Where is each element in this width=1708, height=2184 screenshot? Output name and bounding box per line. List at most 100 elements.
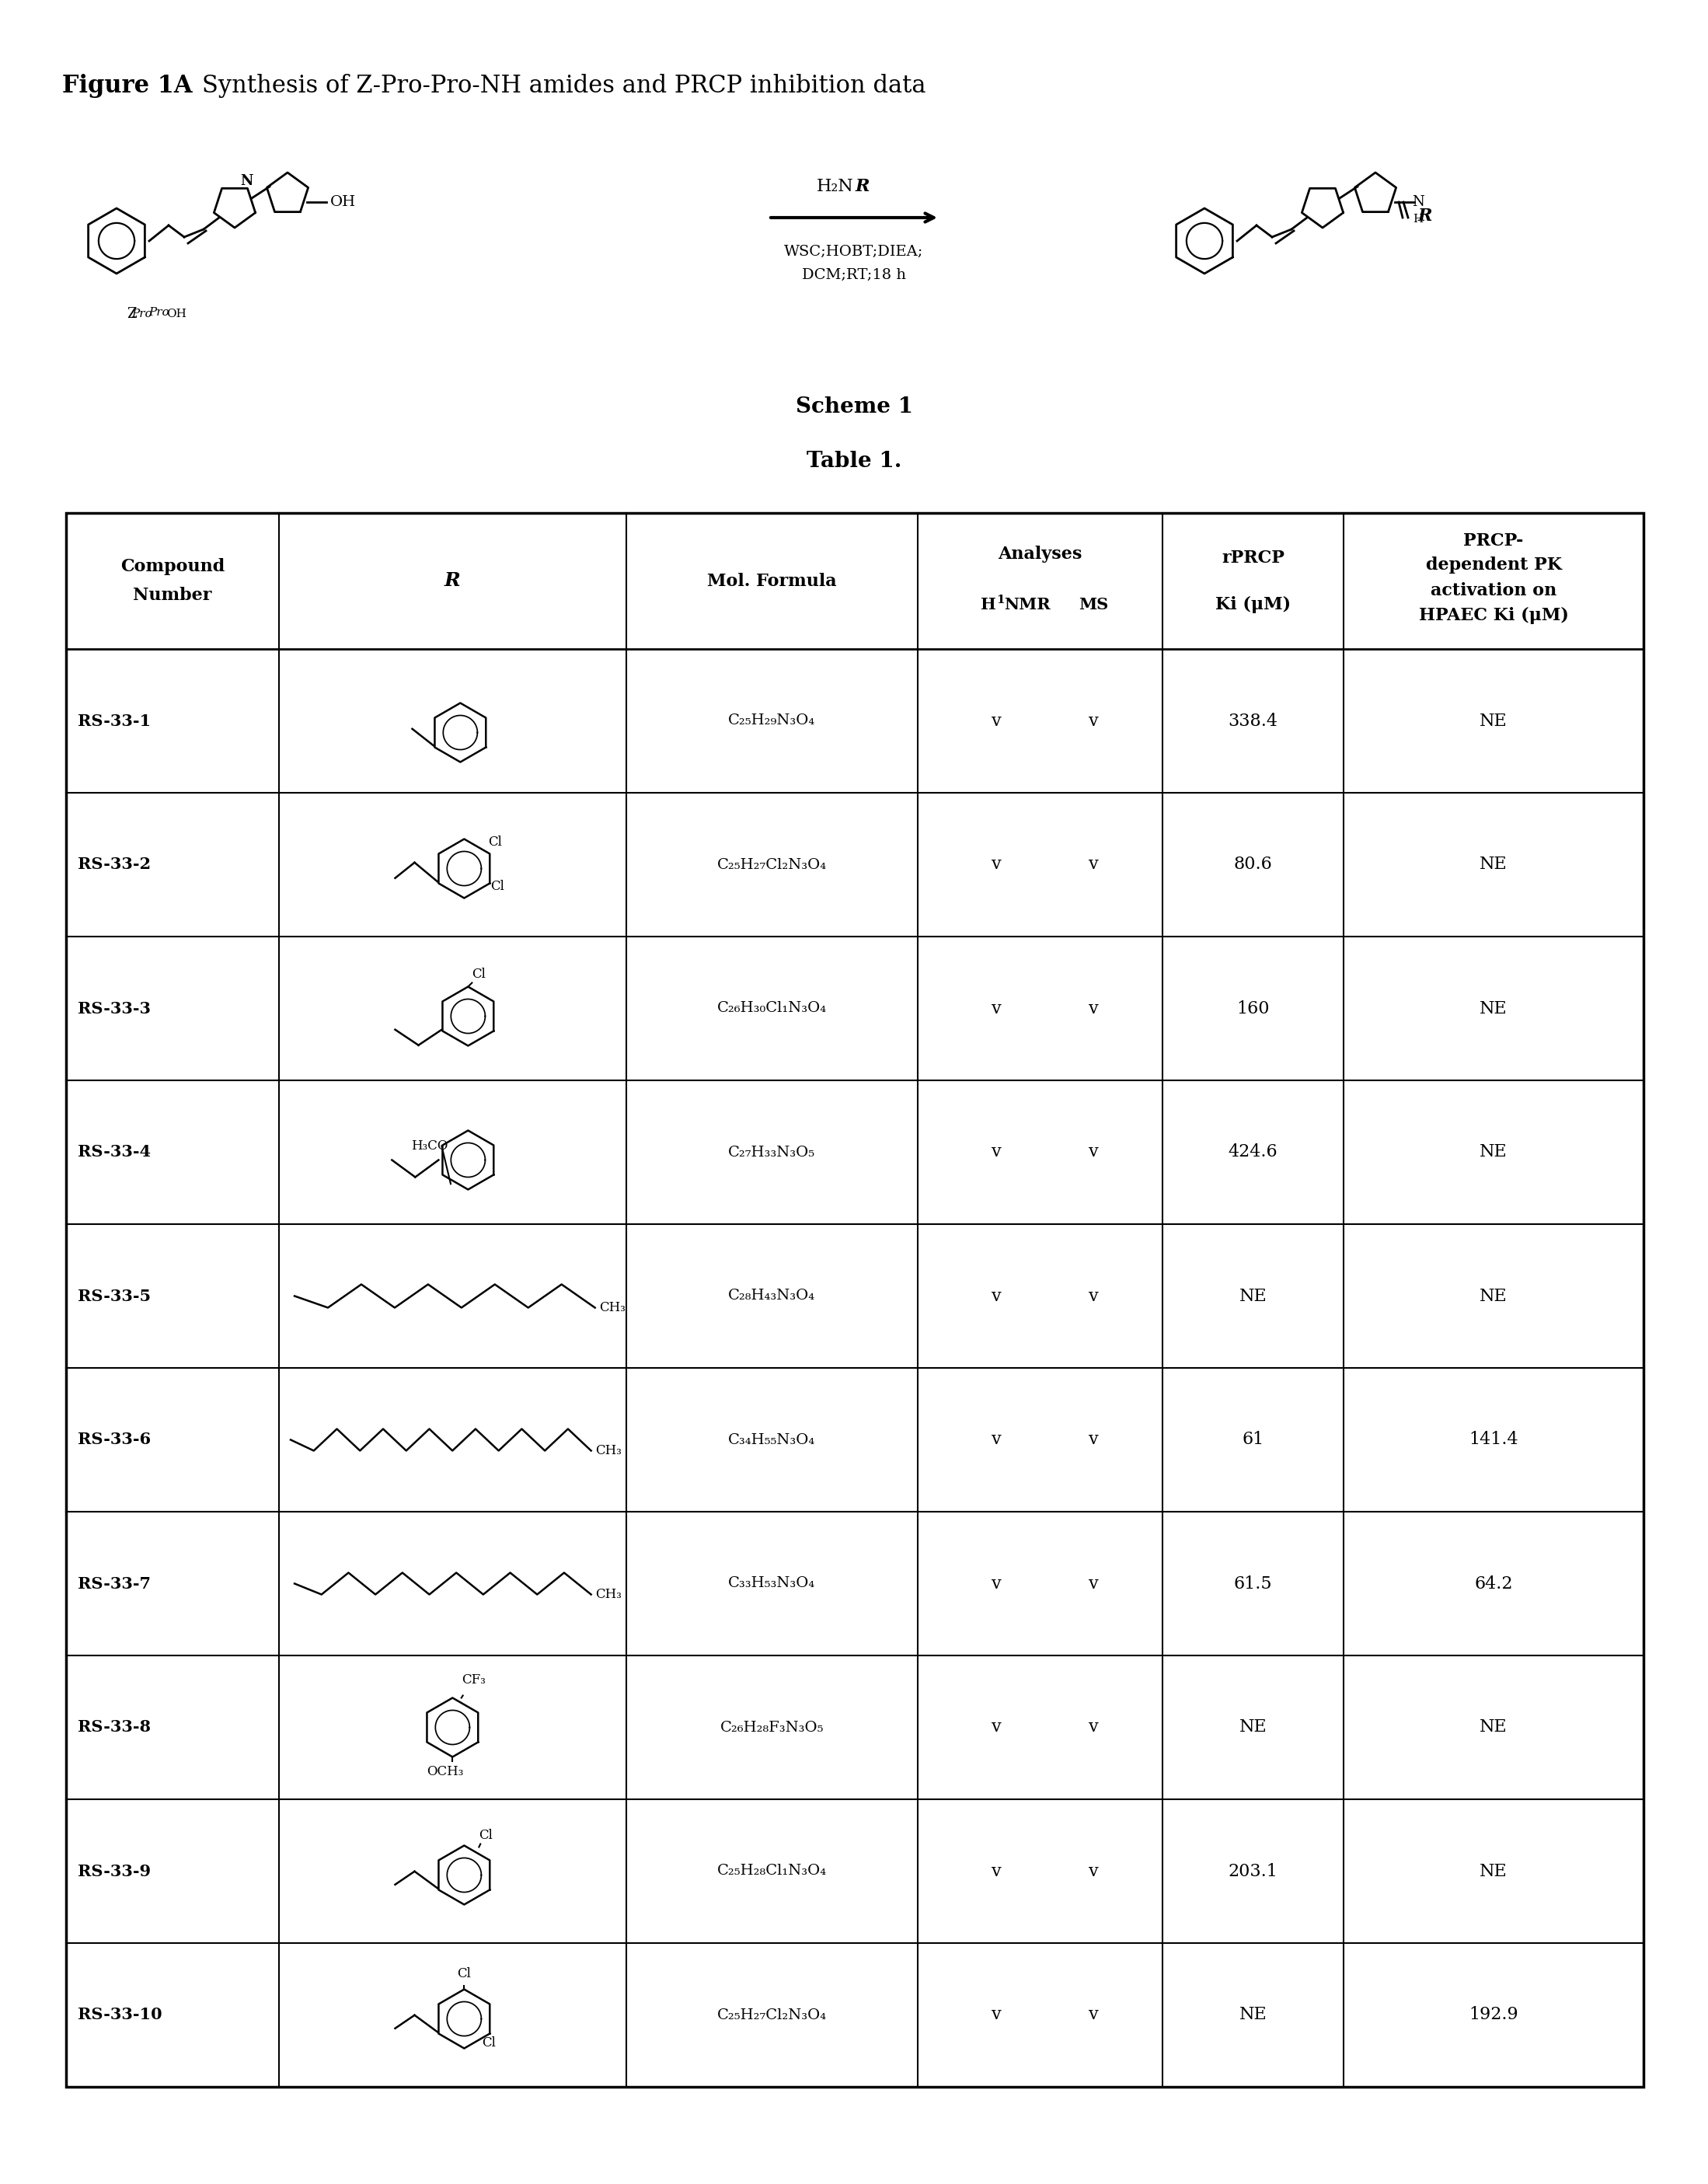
Text: Cl: Cl (488, 834, 502, 850)
Text: N: N (1413, 194, 1424, 210)
Text: Compound: Compound (120, 559, 225, 577)
Text: Figure 1A: Figure 1A (61, 74, 193, 98)
Text: v: v (991, 1719, 1001, 1736)
Text: 338.4: 338.4 (1228, 712, 1278, 729)
Text: v: v (1090, 1863, 1098, 1880)
Text: NE: NE (1479, 1144, 1508, 1160)
Text: H: H (1413, 214, 1423, 225)
Text: NE: NE (1479, 1863, 1508, 1880)
Text: v: v (991, 1000, 1001, 1018)
Text: v: v (991, 856, 1001, 874)
Text: v: v (991, 1863, 1001, 1880)
Bar (67, 513, 1643, 2088)
Text: v: v (991, 1431, 1001, 1448)
Text: C₂₅H₂₇Cl₂N₃O₄: C₂₅H₂₇Cl₂N₃O₄ (717, 858, 827, 871)
Text: 160: 160 (1237, 1000, 1269, 1018)
Text: R: R (1418, 207, 1433, 225)
Text: H: H (980, 596, 996, 612)
Text: C₂₈H₄₃N₃O₄: C₂₈H₄₃N₃O₄ (728, 1289, 815, 1304)
Text: Pro: Pro (149, 308, 169, 319)
Text: RS-33-6: RS-33-6 (77, 1433, 150, 1448)
Text: C₂₆H₃₀Cl₁N₃O₄: C₂₆H₃₀Cl₁N₃O₄ (717, 1002, 827, 1016)
Text: RS-33-5: RS-33-5 (77, 1289, 150, 1304)
Text: v: v (991, 712, 1001, 729)
Text: RS-33-4: RS-33-4 (77, 1144, 150, 1160)
Text: Z: Z (126, 308, 137, 321)
Text: DCM;RT;18 h: DCM;RT;18 h (803, 269, 905, 282)
Text: Cl: Cl (482, 2035, 495, 2051)
Text: v: v (991, 1575, 1001, 1592)
Text: 64.2: 64.2 (1474, 1575, 1513, 1592)
Text: 1: 1 (996, 594, 1004, 605)
Text: v: v (1090, 856, 1098, 874)
Text: v: v (991, 1289, 1001, 1304)
Text: v: v (1090, 1431, 1098, 1448)
Text: Ki (μM): Ki (μM) (1216, 596, 1291, 614)
Text: NE: NE (1479, 1000, 1508, 1018)
Text: v: v (1090, 1144, 1098, 1160)
Text: PRCP-: PRCP- (1464, 533, 1524, 548)
Text: NE: NE (1479, 1719, 1508, 1736)
Text: Synthesis of Z-Pro-Pro-NH amides and PRCP inhibition data: Synthesis of Z-Pro-Pro-NH amides and PRC… (202, 74, 926, 98)
Text: OCH₃: OCH₃ (427, 1765, 463, 1778)
Text: OH: OH (166, 308, 186, 319)
Text: C₂₇H₃₃N₃O₅: C₂₇H₃₃N₃O₅ (728, 1144, 815, 1160)
Text: OH: OH (330, 194, 355, 210)
Text: MS: MS (1079, 596, 1108, 612)
Text: 203.1: 203.1 (1228, 1863, 1278, 1880)
Text: R: R (444, 572, 461, 590)
Text: Number: Number (133, 587, 212, 603)
Text: Table 1.: Table 1. (806, 450, 902, 472)
Text: 61.5: 61.5 (1233, 1575, 1272, 1592)
Text: v: v (1090, 1000, 1098, 1018)
Text: v: v (991, 2007, 1001, 2025)
Text: CH₃: CH₃ (600, 1302, 625, 1315)
Text: NE: NE (1479, 856, 1508, 874)
Text: Mol. Formula: Mol. Formula (707, 572, 837, 590)
Text: NE: NE (1479, 1289, 1508, 1304)
Text: H₂N: H₂N (816, 177, 854, 194)
Text: Cl: Cl (471, 968, 485, 981)
Text: C₂₅H₂₇Cl₂N₃O₄: C₂₅H₂₇Cl₂N₃O₄ (717, 2007, 827, 2022)
Text: RS-33-9: RS-33-9 (77, 1863, 150, 1878)
Text: v: v (991, 1144, 1001, 1160)
Text: 61: 61 (1242, 1431, 1264, 1448)
Text: dependent PK: dependent PK (1426, 557, 1561, 574)
Text: v: v (1090, 1289, 1098, 1304)
Text: H₃CO: H₃CO (412, 1140, 447, 1153)
Text: RS-33-8: RS-33-8 (77, 1719, 150, 1734)
Text: NMR: NMR (1004, 596, 1050, 612)
Text: WSC;HOBT;DIEA;: WSC;HOBT;DIEA; (784, 245, 924, 260)
Text: R: R (856, 177, 869, 194)
Text: activation on: activation on (1431, 581, 1556, 598)
Text: RS-33-2: RS-33-2 (77, 856, 150, 871)
Text: Analyses: Analyses (997, 546, 1083, 561)
Text: N: N (239, 175, 253, 188)
Text: RS-33-10: RS-33-10 (77, 2007, 162, 2022)
Text: v: v (1090, 2007, 1098, 2025)
Text: Pro: Pro (132, 308, 152, 319)
Text: 192.9: 192.9 (1469, 2007, 1518, 2025)
Text: Cl: Cl (458, 1968, 471, 1981)
Text: 141.4: 141.4 (1469, 1431, 1518, 1448)
Text: v: v (1090, 1719, 1098, 1736)
Text: C₃₄H₅₅N₃O₄: C₃₄H₅₅N₃O₄ (728, 1433, 816, 1446)
Text: v: v (1090, 1575, 1098, 1592)
Text: NE: NE (1240, 2007, 1267, 2025)
Text: RS-33-7: RS-33-7 (77, 1577, 150, 1592)
Text: 80.6: 80.6 (1233, 856, 1272, 874)
Text: rPRCP: rPRCP (1221, 548, 1284, 566)
Text: 424.6: 424.6 (1228, 1144, 1278, 1160)
Text: C₂₅H₂₈Cl₁N₃O₄: C₂₅H₂₈Cl₁N₃O₄ (717, 1865, 827, 1878)
Text: C₂₆H₂₈F₃N₃O₅: C₂₆H₂₈F₃N₃O₅ (721, 1721, 823, 1734)
Text: C₃₃H₅₃N₃O₄: C₃₃H₅₃N₃O₄ (728, 1577, 816, 1590)
Text: Cl: Cl (478, 1828, 494, 1841)
Text: v: v (1090, 712, 1098, 729)
Text: CF₃: CF₃ (461, 1673, 485, 1686)
Text: NE: NE (1240, 1289, 1267, 1304)
Text: NE: NE (1240, 1719, 1267, 1736)
Text: NE: NE (1479, 712, 1508, 729)
Text: RS-33-1: RS-33-1 (77, 714, 150, 729)
Text: CH₃: CH₃ (594, 1444, 622, 1457)
Text: HPAEC Ki (μM): HPAEC Ki (μM) (1419, 607, 1568, 625)
